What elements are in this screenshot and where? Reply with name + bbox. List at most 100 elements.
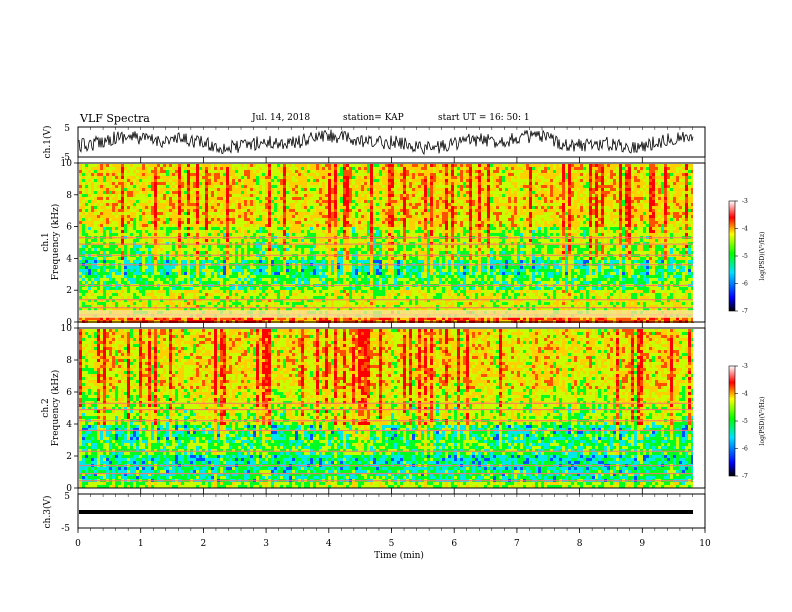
spectrogram-cell [193, 299, 196, 302]
spectrogram-cell [229, 170, 232, 173]
spectrogram-cell [241, 188, 244, 191]
spectrogram-cell [148, 203, 151, 206]
spectrogram-cell [235, 233, 238, 236]
spectrogram-cell [250, 185, 253, 188]
spectrogram-cell [178, 242, 181, 245]
spectrogram-cell [268, 167, 271, 170]
spectrogram-cell [289, 185, 292, 188]
spectrogram-cell [247, 269, 250, 272]
spectrogram-cell [340, 179, 343, 182]
spectrogram-cell [229, 248, 232, 251]
spectrogram-cell [115, 203, 118, 206]
spectrogram-cell [319, 173, 322, 176]
spectrogram-cell [175, 305, 178, 308]
spectrogram-cell [154, 317, 157, 320]
spectrogram-cell [79, 182, 82, 185]
spectrogram-cell [223, 194, 226, 197]
spectrogram-cell [229, 230, 232, 233]
spectrogram-cell [181, 194, 184, 197]
spectrogram-cell [247, 299, 250, 302]
spectrogram-cell [313, 215, 316, 218]
spectrogram-cell [145, 266, 148, 269]
spectrogram-cell [172, 296, 175, 299]
spectrogram-cell [133, 176, 136, 179]
spectrogram-cell [256, 218, 259, 221]
spectrogram-cell [172, 167, 175, 170]
spectrogram-cell [157, 248, 160, 251]
spectrogram-cell [94, 185, 97, 188]
spectrogram-cell [262, 296, 265, 299]
spectrogram-cell [211, 215, 214, 218]
spectrogram-cell [292, 200, 295, 203]
spectrogram-cell [160, 317, 163, 320]
spectrogram-cell [181, 206, 184, 209]
spectrogram-cell [205, 194, 208, 197]
spectrogram-cell [289, 251, 292, 254]
spectrogram-cell [181, 212, 184, 215]
spectrogram-cell [139, 281, 142, 284]
spectrogram-cell [301, 239, 304, 242]
spectrogram-cell [301, 269, 304, 272]
spectrogram-cell [358, 206, 361, 209]
spectrogram-cell [82, 227, 85, 230]
spectrogram-cell [325, 269, 328, 272]
spectrogram-cell [322, 167, 325, 170]
spectrogram-cell [106, 230, 109, 233]
spectrogram-cell [277, 233, 280, 236]
spectrogram-cell [139, 296, 142, 299]
spectrogram-cell [97, 272, 100, 275]
spectrogram-cell [259, 305, 262, 308]
spectrogram-cell [292, 269, 295, 272]
spectrogram-cell [163, 206, 166, 209]
spectrogram-cell [160, 305, 163, 308]
spectrogram-cell [289, 227, 292, 230]
spectrogram-cell [178, 308, 181, 311]
spectrogram-cell [139, 299, 142, 302]
spectrogram-cell [304, 245, 307, 248]
spectrogram-cell [160, 191, 163, 194]
spectrogram-cell [172, 308, 175, 311]
spectrogram-cell [319, 233, 322, 236]
spectrogram-cell [235, 179, 238, 182]
spectrogram-cell [220, 215, 223, 218]
spectrogram-cell [265, 164, 268, 167]
spectrogram-cell [280, 173, 283, 176]
spectrogram-cell [289, 275, 292, 278]
spectrogram-cell [277, 191, 280, 194]
spectrogram-cell [349, 245, 352, 248]
spectrogram-cell [124, 293, 127, 296]
spectrogram-cell [289, 188, 292, 191]
spectrogram-cell [94, 203, 97, 206]
spectrogram-cell [322, 191, 325, 194]
spectrogram-cell [229, 227, 232, 230]
spectrogram-cell [298, 200, 301, 203]
spectrogram-cell [214, 272, 217, 275]
spectrogram-cell [334, 290, 337, 293]
spectrogram-cell [337, 281, 340, 284]
spectrogram-cell [196, 164, 199, 167]
spectrogram-cell [133, 194, 136, 197]
spectrogram-cell [100, 206, 103, 209]
spectrogram-cell [253, 215, 256, 218]
spectrogram-cell [160, 233, 163, 236]
spectrogram-cell [169, 188, 172, 191]
spectrogram-cell [283, 308, 286, 311]
spectrogram-cell [286, 212, 289, 215]
spectrogram-cell [82, 257, 85, 260]
spectrogram-cell [214, 257, 217, 260]
spectrogram-cell [319, 194, 322, 197]
spectrogram-cell [94, 251, 97, 254]
spectrogram-cell [271, 317, 274, 320]
spectrogram-cell [346, 251, 349, 254]
spectrogram-cell [130, 281, 133, 284]
spectrogram-cell [217, 257, 220, 260]
spectrogram-cell [196, 269, 199, 272]
spectrogram-cell [181, 272, 184, 275]
spectrogram-cell [283, 182, 286, 185]
spectrogram-cell [265, 206, 268, 209]
spectrogram-cell [268, 221, 271, 224]
spectrogram-cell [88, 278, 91, 281]
spectrogram-cell [328, 260, 331, 263]
spectrogram-cell [331, 212, 334, 215]
spectrogram-cell [160, 197, 163, 200]
